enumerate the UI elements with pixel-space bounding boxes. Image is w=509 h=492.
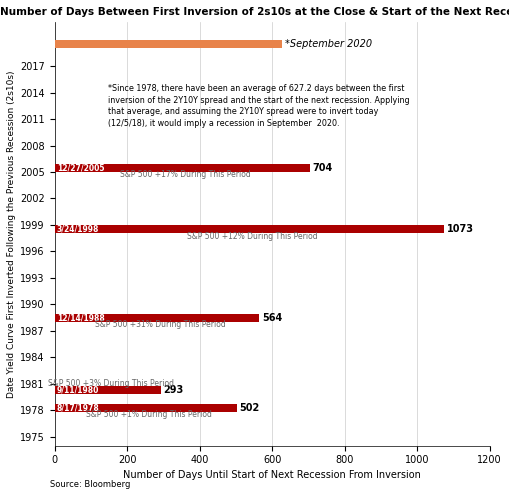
Text: Source: Bloomberg: Source: Bloomberg	[50, 480, 131, 489]
Text: S&P 500 +12% During This Period: S&P 500 +12% During This Period	[187, 232, 318, 241]
Text: *Since 1978, there have been an average of 627.2 days between the first
inversio: *Since 1978, there have been an average …	[108, 84, 410, 128]
Text: 564: 564	[262, 313, 282, 323]
Text: 8/17/1978: 8/17/1978	[57, 403, 99, 412]
Bar	[54, 225, 444, 233]
Bar	[54, 40, 282, 48]
Bar	[54, 404, 237, 412]
Y-axis label: Date Yield Curve First Inverted Following the Previous Recession (2s10s): Date Yield Curve First Inverted Followin…	[7, 70, 16, 398]
Text: 12/14/1988: 12/14/1988	[57, 313, 104, 322]
Text: 502: 502	[240, 403, 260, 413]
Bar	[54, 386, 161, 394]
Text: 3/24/1998: 3/24/1998	[57, 225, 99, 234]
Text: 704: 704	[313, 162, 333, 173]
Text: S&P 500 +3% During This Period: S&P 500 +3% During This Period	[48, 379, 175, 388]
Text: *September 2020: *September 2020	[285, 39, 372, 49]
Text: S&P 500 +31% During This Period: S&P 500 +31% During This Period	[95, 320, 226, 329]
X-axis label: Number of Days Until Start of Next Recession From Inversion: Number of Days Until Start of Next Reces…	[123, 470, 421, 480]
Text: S&P 500 +1% During This Period: S&P 500 +1% During This Period	[87, 410, 212, 419]
Bar	[54, 164, 310, 172]
Text: 12/27/2005: 12/27/2005	[57, 163, 104, 172]
Text: S&P 500 +17% During This Period: S&P 500 +17% During This Period	[121, 170, 251, 179]
Text: 9/11/1980: 9/11/1980	[57, 386, 99, 395]
Title: Number of Days Between First Inversion of 2s10s at the Close & Start of the Next: Number of Days Between First Inversion o…	[0, 7, 509, 17]
Text: 1073: 1073	[446, 224, 473, 234]
Text: 293: 293	[164, 385, 184, 395]
Bar	[54, 314, 259, 322]
